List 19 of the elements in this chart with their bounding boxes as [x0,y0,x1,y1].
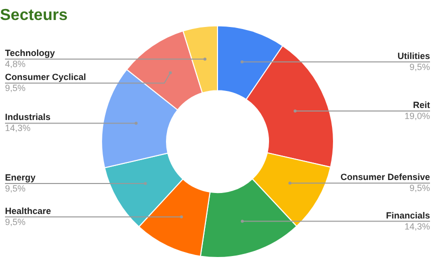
slice-label: Consumer Cyclical [5,72,86,82]
slice-label: Energy [5,172,36,183]
data-label: 9,5% [5,184,26,194]
data-label: 19,0% [404,110,430,121]
data-label: 14,3% [5,123,31,134]
slice-label: Healthcare [5,206,52,216]
slice-label: Utilities [397,50,430,61]
data-label: 9,5% [5,83,26,94]
chart-title: Secteurs [0,7,68,24]
data-label: 9,5% [409,183,430,194]
slice-label: Reit [412,100,430,110]
data-label: 9,5% [5,216,26,227]
data-label: 9,5% [409,62,430,72]
data-label: 14,3% [404,221,430,232]
slice-label: Industrials [5,112,51,122]
data-label: 4,8% [5,59,26,70]
slice-label: Consumer Defensive [340,172,430,182]
slice-label: Technology [5,48,55,58]
slice-label: Financials [386,210,430,220]
